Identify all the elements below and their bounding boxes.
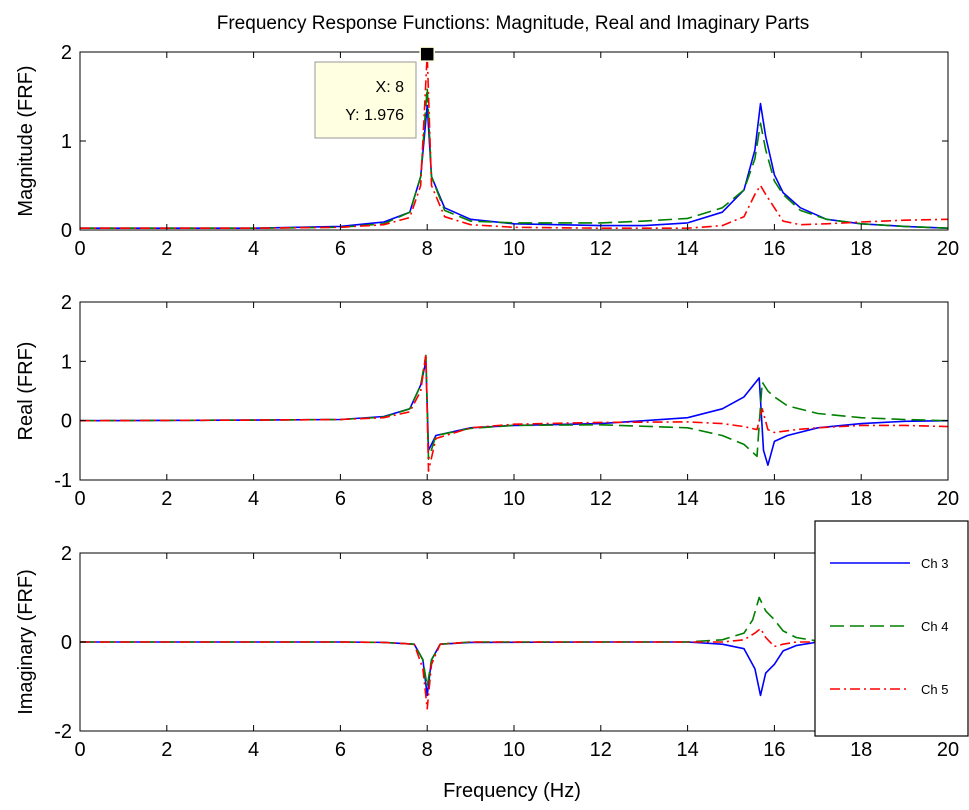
- x-tick-label: 4: [248, 238, 259, 260]
- y-axis-label: Real (FRF): [15, 342, 37, 441]
- x-axis-label: Frequency (Hz): [443, 780, 581, 802]
- x-tick-label: 4: [248, 739, 259, 761]
- datatip-x-text: X: 8: [376, 79, 405, 96]
- x-tick-label: 0: [74, 238, 85, 260]
- y-tick-label: -2: [54, 721, 72, 743]
- x-tick-label: 12: [590, 739, 612, 761]
- series-line-ch-3: [80, 102, 948, 229]
- y-tick-label: 2: [61, 543, 72, 565]
- axes-background: [80, 52, 948, 230]
- x-tick-label: 14: [676, 238, 698, 260]
- series-group: [80, 596, 948, 710]
- figure-title: Frequency Response Functions: Magnitude,…: [217, 13, 809, 34]
- x-tick-label: 8: [422, 238, 433, 260]
- x-tick-label: 14: [676, 488, 698, 510]
- y-tick-label: -1: [54, 470, 72, 492]
- y-axis-label: Imaginary (FRF): [15, 569, 37, 715]
- x-tick-label: 14: [676, 739, 698, 761]
- series-line-ch-5: [80, 627, 948, 710]
- axes-background: [80, 302, 948, 480]
- y-axis-label: Magnitude (FRF): [15, 65, 37, 216]
- legend[interactable]: Ch 3 Ch 4 Ch 5: [814, 520, 969, 737]
- x-tick-label: 16: [763, 739, 785, 761]
- datatip-y-text: Y: 1.976: [345, 107, 404, 124]
- x-tick-label: 8: [422, 739, 433, 761]
- x-tick-label: 18: [850, 739, 872, 761]
- x-tick-label: 16: [763, 238, 785, 260]
- series-group: [80, 353, 948, 472]
- datatip-box: [314, 61, 417, 139]
- y-tick-label: 0: [61, 411, 72, 433]
- x-tick-label: 20: [937, 488, 959, 510]
- series-group: [80, 53, 948, 229]
- x-tick-label: 12: [590, 238, 612, 260]
- x-tick-label: 18: [850, 488, 872, 510]
- series-line-ch-4: [80, 354, 948, 460]
- x-tick-label: 2: [161, 739, 172, 761]
- series-line-ch-4: [80, 86, 948, 229]
- y-tick-label: 1: [61, 131, 72, 153]
- x-tick-label: 0: [74, 488, 85, 510]
- x-tick-label: 0: [74, 739, 85, 761]
- legend-label-1: Ch 3: [921, 556, 948, 571]
- x-tick-label: 2: [161, 488, 172, 510]
- y-tick-label: 2: [61, 42, 72, 64]
- y-tick-label: 1: [61, 351, 72, 373]
- x-tick-label: 6: [335, 238, 346, 260]
- x-tick-label: 10: [503, 488, 525, 510]
- legend-label-3: Ch 5: [921, 682, 948, 697]
- y-tick-label: 0: [61, 220, 72, 242]
- x-tick-label: 2: [161, 238, 172, 260]
- x-tick-label: 20: [937, 238, 959, 260]
- datatip-marker[interactable]: [419, 46, 435, 62]
- datatip[interactable]: X: 8 Y: 1.976: [314, 46, 435, 139]
- legend-box: [814, 520, 969, 737]
- x-tick-label: 4: [248, 488, 259, 510]
- y-tick-label: 0: [61, 632, 72, 654]
- x-tick-label: 8: [422, 488, 433, 510]
- legend-label-2: Ch 4: [921, 619, 948, 634]
- series-line-ch-5: [80, 53, 948, 229]
- series-line-ch-5: [80, 353, 948, 472]
- x-tick-label: 6: [335, 739, 346, 761]
- x-tick-label: 20: [937, 739, 959, 761]
- x-tick-label: 16: [763, 488, 785, 510]
- y-tick-label: 2: [61, 292, 72, 314]
- x-tick-label: 18: [850, 238, 872, 260]
- x-tick-label: 6: [335, 488, 346, 510]
- x-tick-label: 10: [503, 739, 525, 761]
- x-tick-label: 12: [590, 488, 612, 510]
- x-tick-label: 10: [503, 238, 525, 260]
